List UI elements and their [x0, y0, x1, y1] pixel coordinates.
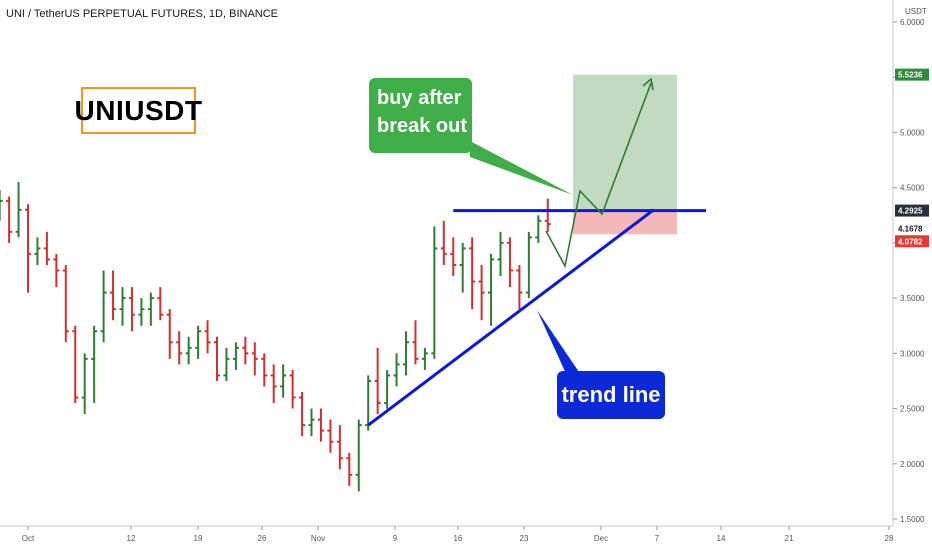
- price-axis-unit: USDT: [905, 7, 927, 16]
- buy-callout-pointer: [470, 141, 573, 195]
- time-tick-label: 7: [655, 534, 660, 543]
- time-tick-label: 28: [885, 534, 894, 543]
- price-tick-label: 3.5000: [900, 294, 925, 303]
- price-tick-label: 4.5000: [900, 184, 925, 193]
- time-tick-label: Nov: [311, 534, 325, 543]
- time-tick-label: 14: [717, 534, 726, 543]
- last-price-tag: 4.1678: [898, 224, 923, 233]
- projected-arrowhead: [642, 77, 654, 91]
- time-tick-label: 23: [520, 534, 529, 543]
- time-tick-label: 12: [127, 534, 136, 543]
- stop-price-tag: 4.0782: [898, 237, 923, 246]
- stop-price-tag-bg: [895, 235, 929, 248]
- target-price-tag: 5.5236: [898, 71, 923, 80]
- price-tick-label: 6.0000: [900, 18, 925, 27]
- trend-callout-pointer: [537, 310, 583, 378]
- buy-breakout-callout: buy after break out: [369, 78, 472, 153]
- time-tick-label: Oct: [22, 534, 35, 543]
- stop-zone: [573, 210, 677, 235]
- time-tick-label: 21: [785, 534, 794, 543]
- trend-line-callout: trend line: [557, 371, 665, 419]
- time-tick-label: 9: [393, 534, 398, 543]
- price-tick-label: 1.5000: [900, 515, 925, 524]
- price-tick-label: 5.0000: [900, 128, 925, 137]
- time-tick-label: 26: [258, 534, 267, 543]
- target-zone: [573, 74, 677, 211]
- trend-line: [367, 208, 655, 427]
- level-price-tag: 4.2925: [898, 207, 923, 216]
- price-tick-label: 2.5000: [900, 405, 925, 414]
- time-tick-label: Dec: [594, 534, 608, 543]
- projected-path: [545, 82, 652, 269]
- chart-title: UNI / TetherUS PERPETUAL FUTURES, 1D, BI…: [6, 8, 279, 20]
- price-tick-label: 3.0000: [900, 349, 925, 358]
- symbol-label: UNIUSDT: [75, 87, 202, 134]
- time-tick-label: 19: [194, 534, 203, 543]
- target-price-tag-bg: [895, 68, 929, 81]
- last-price-tag-bg: [895, 222, 929, 235]
- price-tick-label: 2.0000: [900, 460, 925, 469]
- time-tick-label: 16: [454, 534, 463, 543]
- level-price-tag-bg: [895, 204, 929, 217]
